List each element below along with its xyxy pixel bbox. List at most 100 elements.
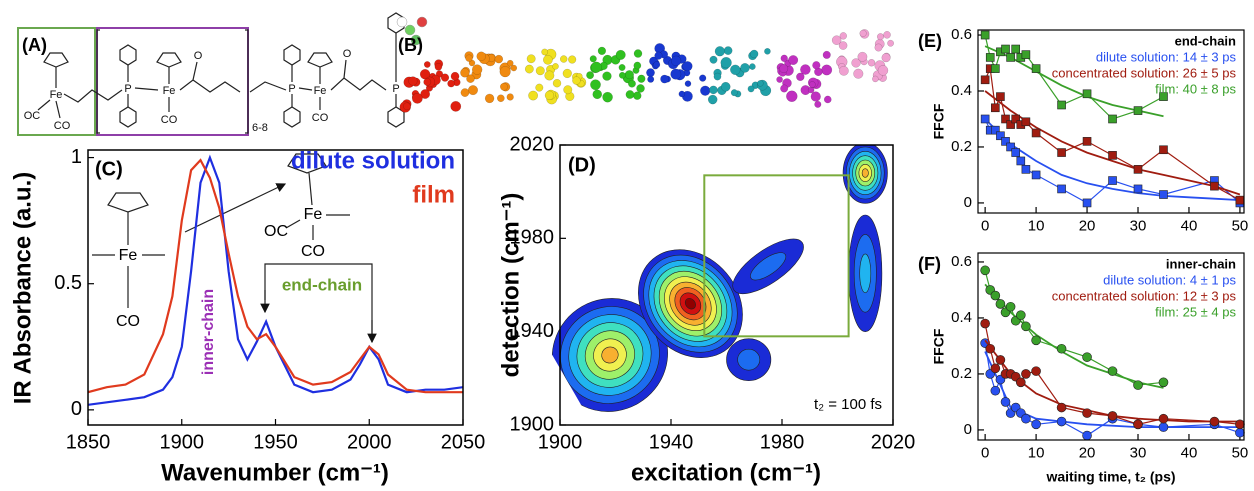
atom-ball: [465, 54, 473, 62]
atom-ball: [396, 16, 408, 28]
structure-label: Fe: [304, 206, 323, 223]
marker: [1006, 53, 1015, 62]
marker: [1011, 148, 1021, 157]
y-tick-label: 0.5: [54, 272, 82, 294]
y-tick-label: 0: [964, 421, 972, 438]
carbonyl: [192, 61, 198, 81]
atom-ball: [468, 85, 478, 96]
plot-frame: [977, 29, 1245, 214]
x-tick-label: 50: [1232, 217, 1249, 234]
y-tick-label: 0.2: [951, 365, 972, 382]
structure-c: [92, 153, 377, 344]
marker: [1133, 106, 1143, 115]
y-tick-label: 0.4: [951, 82, 972, 99]
marker: [1031, 128, 1041, 138]
y-tick-label: 0.4: [951, 309, 972, 326]
atom-ball: [559, 55, 568, 63]
molecule-render: [396, 16, 894, 113]
marker: [1000, 397, 1011, 407]
marker: [991, 64, 1000, 73]
atom-ball: [506, 93, 514, 101]
atom-label: O: [343, 48, 352, 60]
marker: [1001, 114, 1010, 124]
marker: [1107, 411, 1118, 421]
contour-level: [684, 297, 696, 310]
arrow: [184, 183, 287, 233]
marker: [1031, 170, 1041, 180]
x-tick-label: 30: [1130, 217, 1147, 234]
atom-ball: [779, 64, 789, 74]
marker: [990, 363, 1001, 374]
atom-ball: [535, 83, 544, 92]
atom-ball: [568, 55, 577, 64]
atom-ball: [541, 48, 549, 56]
atom-ball: [590, 79, 601, 91]
y-axis-label: FFCF: [931, 328, 947, 364]
atom-ball: [468, 59, 476, 67]
atom-label: P: [392, 83, 399, 95]
atom-ball: [471, 64, 483, 75]
chain: [179, 79, 241, 93]
subscript: 6-8: [252, 122, 268, 134]
contour-level: [861, 168, 869, 178]
atom-ball: [653, 61, 661, 69]
marker: [1011, 44, 1021, 54]
atom-ball: [500, 82, 508, 91]
panel-label: (A): [22, 35, 47, 55]
marker: [1016, 156, 1026, 166]
region-box: [703, 174, 850, 338]
marker: [1082, 89, 1092, 99]
atom-ball: [637, 74, 646, 83]
atom-ball: [510, 64, 518, 72]
marker: [1016, 377, 1026, 388]
y-axis-label: IR Absorbance (a.u.): [9, 172, 36, 404]
x-tick-label: 50: [1232, 444, 1249, 461]
x-tick-label: 2050: [441, 431, 486, 453]
atom-ball: [822, 50, 831, 59]
atom-ball: [749, 49, 759, 59]
marker: [1031, 335, 1041, 346]
marker: [1056, 402, 1067, 413]
atom-ball: [812, 61, 821, 70]
panel-label: (D): [568, 154, 596, 176]
legend-title: end-chain: [1175, 33, 1236, 48]
atom-ball: [602, 71, 612, 81]
chain: [330, 77, 387, 91]
marker: [1021, 117, 1031, 127]
x-tick-label: 10: [1028, 217, 1045, 234]
atom-ball: [786, 90, 798, 102]
atom-label: Fe: [314, 85, 327, 97]
atom-ball: [838, 41, 848, 50]
end-box: [17, 27, 96, 136]
atom-ball: [408, 76, 418, 86]
marker: [1006, 120, 1015, 129]
atom-ball: [859, 29, 867, 37]
atom-ball: [684, 80, 692, 87]
bond: [37, 99, 51, 111]
atom-ball: [720, 57, 732, 69]
atom-ball: [416, 16, 428, 28]
marker: [1082, 137, 1092, 146]
atom-ball: [624, 70, 634, 80]
bond: [308, 172, 313, 206]
marker: [1108, 151, 1117, 160]
marker: [1006, 142, 1015, 152]
atom-ball: [887, 39, 894, 47]
marker: [1021, 369, 1031, 379]
marker: [1016, 310, 1026, 320]
x-tick-label: 1850: [66, 431, 111, 453]
marker: [1021, 50, 1031, 59]
plot-frame: [559, 144, 894, 426]
contour-level: [601, 346, 619, 364]
atom-ball: [592, 89, 603, 100]
marker: [1057, 184, 1066, 194]
atom-ball: [851, 58, 861, 68]
panel-label: (F): [918, 254, 941, 274]
marker: [1021, 165, 1031, 174]
bond: [55, 100, 61, 119]
bond: [298, 87, 313, 91]
y-axis-label: FFCF: [931, 103, 947, 139]
marker: [980, 30, 990, 40]
